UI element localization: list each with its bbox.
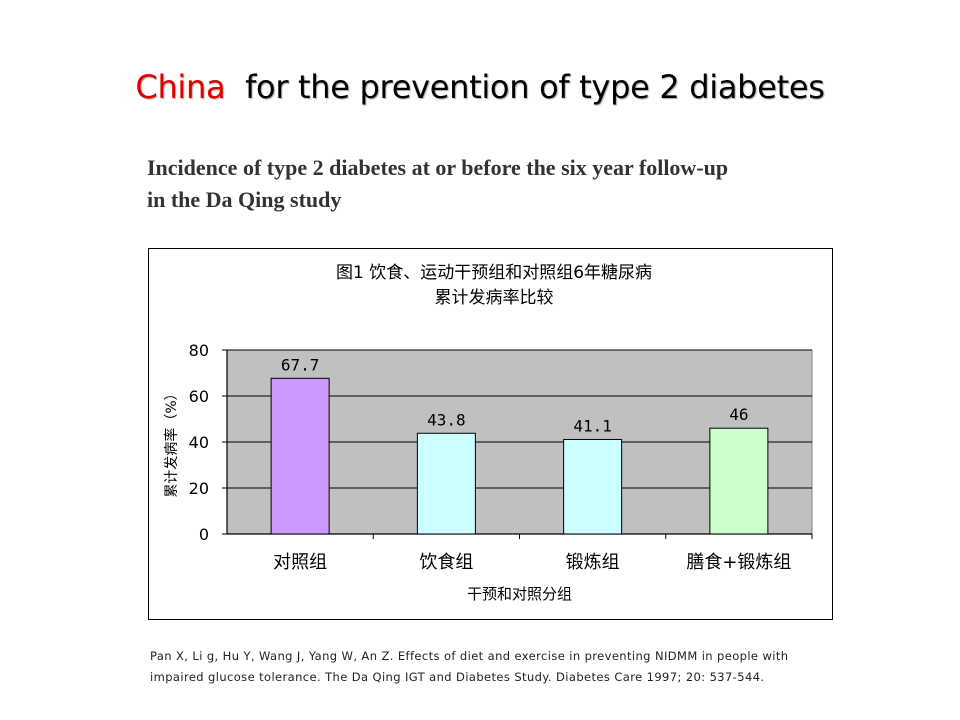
- data-label: 43.8: [427, 410, 466, 429]
- caption-line-1: Incidence of type 2 diabetes at or befor…: [147, 155, 729, 180]
- y-tick-label: 60: [189, 387, 209, 406]
- x-axis-label: 干预和对照分组: [467, 585, 572, 603]
- data-label: 46: [729, 405, 748, 424]
- x-tick-label: 饮食组: [419, 552, 473, 573]
- citation-line-1: Pan X, Li g, Hu Y, Wang J, Yang W, An Z.…: [150, 649, 789, 663]
- data-label: 41.1: [573, 416, 612, 435]
- title-highlight: China: [135, 68, 226, 106]
- y-tick-label: 40: [189, 433, 209, 452]
- chart-frame: 图1 饮食、运动干预组和对照组6年糖尿病 累计发病率比较 0 20 40 60 80 67.7…: [148, 248, 833, 620]
- bar: [270, 377, 330, 535]
- chart-caption: Incidence of type 2 diabetes at or befor…: [147, 152, 887, 216]
- bar: [416, 432, 476, 535]
- y-tick-label: 0: [199, 525, 209, 544]
- bar: [709, 427, 769, 535]
- chart-title-line-1: 图1 饮食、运动干预组和对照组6年糖尿病: [336, 263, 652, 283]
- y-axis-label: 累计发病率（%）: [163, 386, 180, 497]
- title-rest: for the prevention of type 2 diabetes: [245, 68, 825, 106]
- x-tick-label: 对照组: [273, 552, 327, 573]
- data-label: 67.7: [281, 355, 320, 374]
- citation: Pan X, Li g, Hu Y, Wang J, Yang W, An Z.…: [150, 646, 940, 688]
- y-tick-label: 80: [189, 341, 209, 360]
- y-tick-label: 20: [189, 479, 209, 498]
- caption-line-2: in the Da Qing study: [147, 187, 342, 212]
- chart-title-line-2: 累计发病率比较: [435, 288, 554, 308]
- slide-title: China for the prevention of type 2 diabe…: [0, 68, 960, 106]
- x-tick-label: 膳食+锻炼组: [686, 552, 791, 573]
- x-tick-label: 锻炼组: [566, 552, 620, 573]
- citation-line-2: impaired glucose tolerance. The Da Qing …: [150, 670, 765, 684]
- bar: [563, 438, 623, 535]
